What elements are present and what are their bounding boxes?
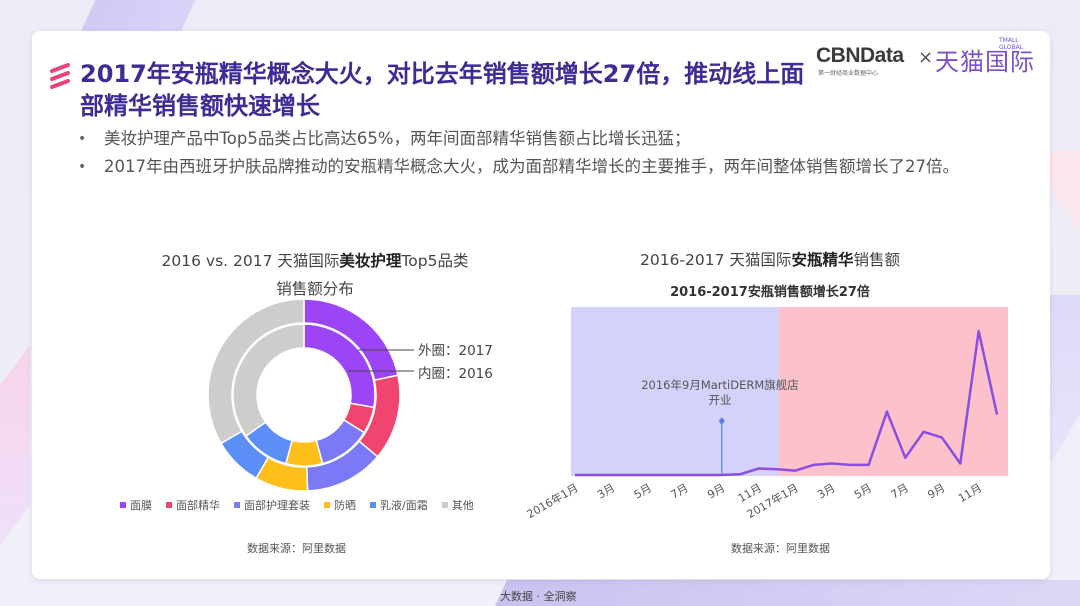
legend-label: 其他 [451,499,474,512]
legend-swatch-icon [120,502,126,508]
legend-label: 面部精华 [176,499,220,512]
footer-slogan: 大数据 · 全洞察 [500,590,577,603]
stripes-icon [50,63,70,89]
x-axis-tick-label: 3月 [595,481,617,501]
legend-item: 面部精华 [166,497,220,513]
bullet-list: • 美妆护理产品中Top5品类占比高达65%，两年间面部精华销售额占比增长迅猛；… [78,127,1018,183]
legend-swatch-icon [324,502,330,508]
x-axis-tick-label: 2016年1月 [524,480,580,521]
donut-chart-title: 2016 vs. 2017 天猫国际美妆护理Top5品类 销售额分布 [150,247,480,303]
times-sign: × [918,47,934,68]
title-part: 销售额分布 [276,280,354,298]
title-bold: 安瓶精华 [791,251,854,269]
legend-label: 面部护理套装 [244,499,310,512]
x-axis-tick-label: 7月 [889,481,911,501]
legend-swatch-icon [441,502,448,508]
title-part: 2016-2017 天猫国际 [640,251,792,269]
region-2017 [779,307,1008,476]
line-chart-title: 2016-2017 天猫国际安瓶精华销售额 [600,248,940,272]
donut-legend: 面膜 面部精华 面部护理套装 防晒 乳液/面霜 其他 [120,497,474,513]
bg-decoration-right [1050,295,1080,465]
legend-label: 面膜 [130,499,152,512]
outer-ring-2017-segment [207,298,305,445]
bullet-text: 美妆护理产品中Top5品类占比高达65%，两年间面部精华销售额占比增长迅猛； [104,129,691,148]
bg-decoration-top [80,0,196,32]
title-bold: 美妆护理 [339,252,402,270]
legend-swatch-icon [166,502,172,508]
brand-logo: CBNData 第一财经商业数据中心 × 天猫国际 TMALL GLOBAL [816,37,1036,80]
bullet-dot-icon: • [78,159,87,175]
sales-line [575,329,999,477]
legend-item: 其他 [441,497,474,513]
cbndata-tagline: 第一财经商业数据中心 [818,70,879,77]
bg-decoration-right-top [1050,150,1080,230]
inner-ring-label: 内圈：2016 [418,366,493,382]
tmall-global-logo: 天猫国际 [935,48,1035,76]
line-chart-subtitle: 2016-2017安瓶销售额增长27倍 [670,285,870,300]
x-axis-tick-label: 5月 [852,481,874,501]
left-chart-source: 数据来源：阿里数据 [247,542,346,555]
bg-decoration-left [0,345,30,545]
x-axis-tick-label: 11月 [956,481,984,505]
cbndata-logo: CBNData [816,44,904,67]
bg-decoration-bottom [495,580,1080,606]
x-axis-tick-label: 5月 [632,481,654,501]
store-opening-annotation: 2016年9月MartiDERM旗舰店开业 [641,378,799,407]
slide-card [32,31,1050,579]
legend-item: 防晒 [324,497,356,513]
title-part: 2016 vs. 2017 天猫国际 [161,252,340,270]
bullet-dot-icon: • [78,131,87,147]
x-axis-tick-label: 7月 [668,481,690,501]
legend-swatch-icon [370,502,376,508]
outer-ring-label: 外圈：2017 [418,343,493,359]
region-2016 [571,307,779,476]
donut-chart: 外圈：2017 内圈：2016 [207,298,493,492]
title-part: Top5品类 [401,252,469,270]
bullet-item: • 2017年由西班牙护肤品牌推动的安瓶精华概念大火，成为面部精华增长的主要推手… [78,155,1018,179]
legend-label: 乳液/面霜 [380,499,428,512]
legend-item: 乳液/面霜 [370,497,428,513]
legend-label: 防晒 [334,499,356,512]
tmall-global-tagline: TMALL GLOBAL [999,37,1024,51]
x-axis-tick-label: 9月 [705,481,727,501]
x-axis-tick-label: 9月 [925,481,947,501]
title-part: 销售额 [853,251,900,269]
page-title: 2017年安瓶精华概念大火，对比去年销售额增长27倍，推动线上面部精华销售额快速… [80,60,805,120]
right-chart-source: 数据来源：阿里数据 [731,542,830,555]
bullet-text: 2017年由西班牙护肤品牌推动的安瓶精华概念大火，成为面部精华增长的主要推手，两… [104,157,959,176]
x-axis-tick-label: 3月 [815,481,837,501]
legend-item: 面部护理套装 [234,497,310,513]
inner-ring-2016-segment [232,323,305,438]
legend-swatch-icon [234,502,240,508]
legend-item: 面膜 [120,497,152,513]
bullet-item: • 美妆护理产品中Top5品类占比高达65%，两年间面部精华销售额占比增长迅猛； [78,127,1018,151]
